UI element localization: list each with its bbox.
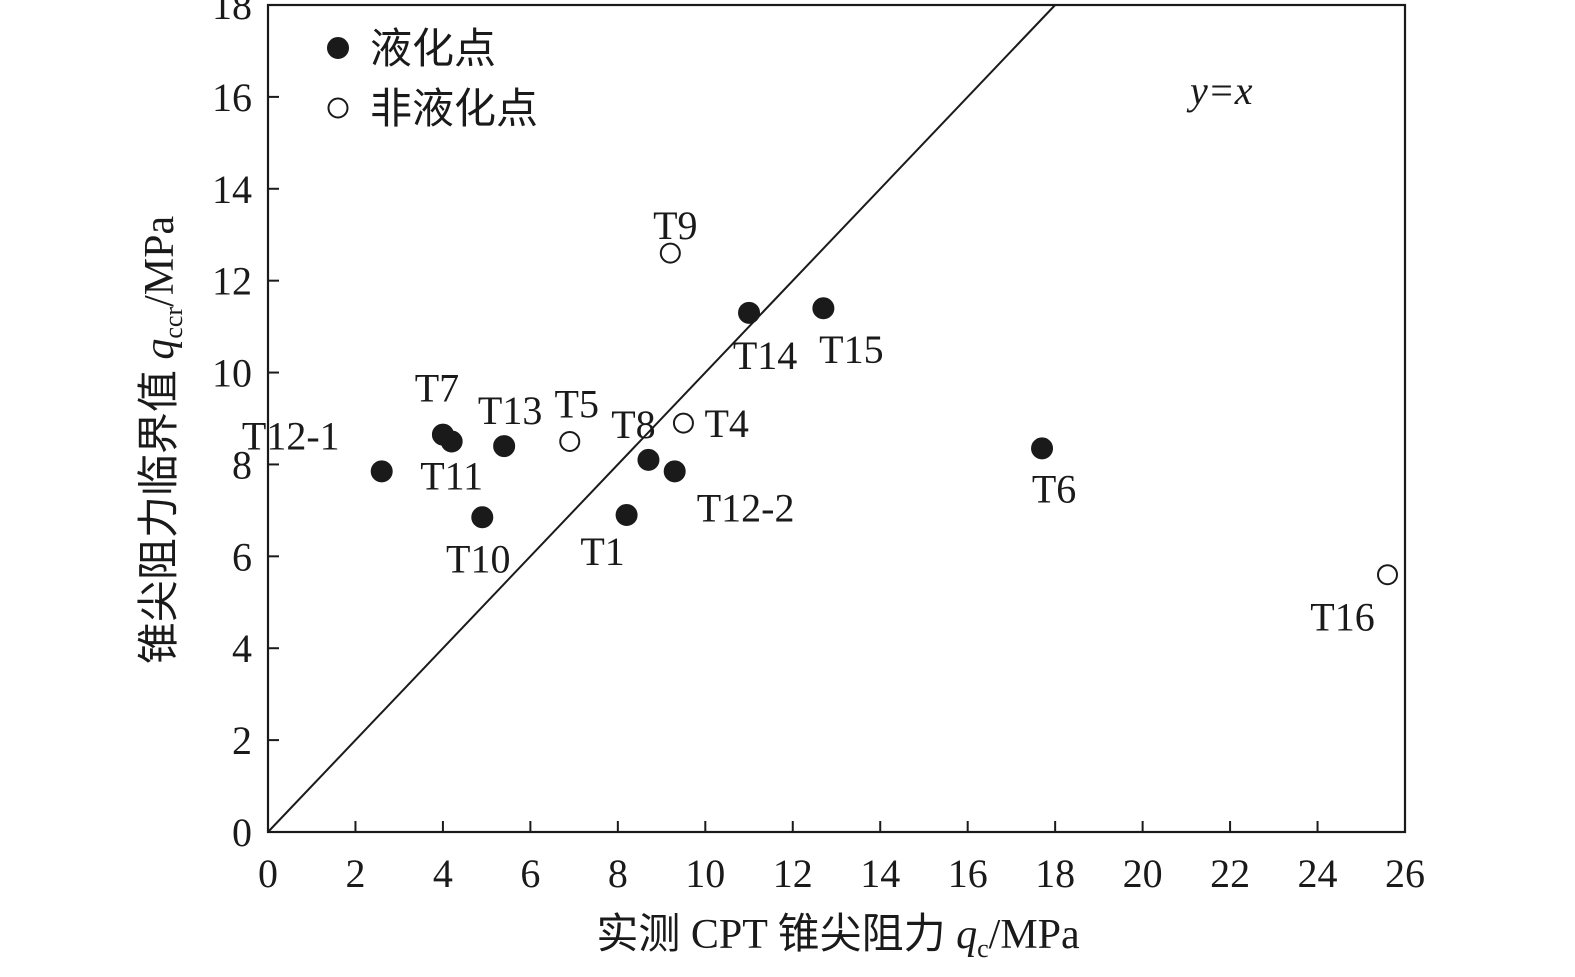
legend-entry: 液化点 (370, 27, 496, 73)
point-label: T12-2 (697, 485, 795, 530)
x-tick-label: 14 (860, 851, 900, 896)
non-liquefied-point (559, 430, 581, 452)
y-equals-x-line (267, 4, 1056, 833)
legend-entry: 非液化点 (370, 87, 538, 133)
x-tick-label: 4 (433, 851, 453, 896)
y-tick-label: 10 (212, 351, 252, 396)
point-label: T15 (819, 327, 883, 372)
non-liquefied-point (1377, 564, 1399, 586)
x-axis-title: 实测 CPT 锥尖阻力 qc/MPa (596, 911, 1080, 963)
x-tick-label: 26 (1385, 851, 1425, 896)
legend-marker (327, 37, 349, 59)
x-tick-label: 16 (948, 851, 988, 896)
point-label: T12-1 (242, 413, 340, 458)
y-tick-label: 14 (212, 167, 252, 212)
x-tick-label: 22 (1210, 851, 1250, 896)
y-tick-label: 4 (232, 626, 252, 671)
point-label: T10 (446, 536, 510, 581)
point-labels: T12-1 T7 T11 T10 T13 T1 T8 T12-2 T14 T15 T6 T5 T4 T9 T… (242, 203, 1375, 640)
point-label: T8 (611, 402, 655, 447)
legend-marker (327, 97, 349, 119)
point-label: T14 (733, 333, 797, 378)
liquefied-point (663, 460, 686, 483)
point-label: T9 (653, 203, 697, 248)
x-tick-label: 18 (1035, 851, 1075, 896)
point-label: T5 (555, 381, 599, 426)
x-tick-label: 6 (520, 851, 540, 896)
point-label: T11 (420, 453, 483, 498)
liquefied-point (1031, 437, 1054, 460)
liquefied-point (471, 506, 494, 529)
y-tick-label: 12 (212, 259, 252, 304)
y-tick-label: 16 (212, 75, 252, 120)
x-tick-label: 20 (1123, 851, 1163, 896)
y-tick-label: 8 (232, 442, 252, 487)
y-tick-label: 0 (232, 810, 252, 855)
data-points (370, 242, 1399, 586)
x-tick-label: 12 (773, 851, 813, 896)
point-label: T16 (1310, 595, 1374, 640)
liquefied-point (637, 448, 660, 471)
reference-line-label: y=x (1186, 68, 1253, 113)
reference-line-layer (267, 4, 1056, 833)
x-tick-label: 0 (258, 851, 278, 896)
liquefied-point (812, 297, 835, 320)
point-label: T7 (415, 366, 459, 411)
liquefied-point (493, 435, 516, 458)
liquefied-point (440, 430, 463, 453)
point-label: T4 (704, 401, 748, 446)
liquefied-point (738, 301, 761, 324)
point-label: T13 (478, 388, 542, 433)
point-label: T6 (1032, 466, 1076, 511)
liquefied-point (615, 503, 638, 526)
non-liquefied-point (659, 242, 681, 264)
liquefied-point (370, 460, 393, 483)
non-liquefied-point (672, 412, 694, 434)
x-tick-label: 24 (1298, 851, 1338, 896)
y-axis-title: 锥尖阻力临界值 qccr/MPa (136, 216, 188, 665)
x-tick-label: 2 (345, 851, 365, 896)
y-tick-label: 2 (232, 718, 252, 763)
x-tick-label: 10 (685, 851, 725, 896)
x-tick-label: 8 (608, 851, 628, 896)
plot-frame (266, 3, 1407, 834)
point-label: T1 (580, 529, 624, 574)
y-tick-label: 6 (232, 534, 252, 579)
y-tick-label: 18 (212, 0, 252, 28)
